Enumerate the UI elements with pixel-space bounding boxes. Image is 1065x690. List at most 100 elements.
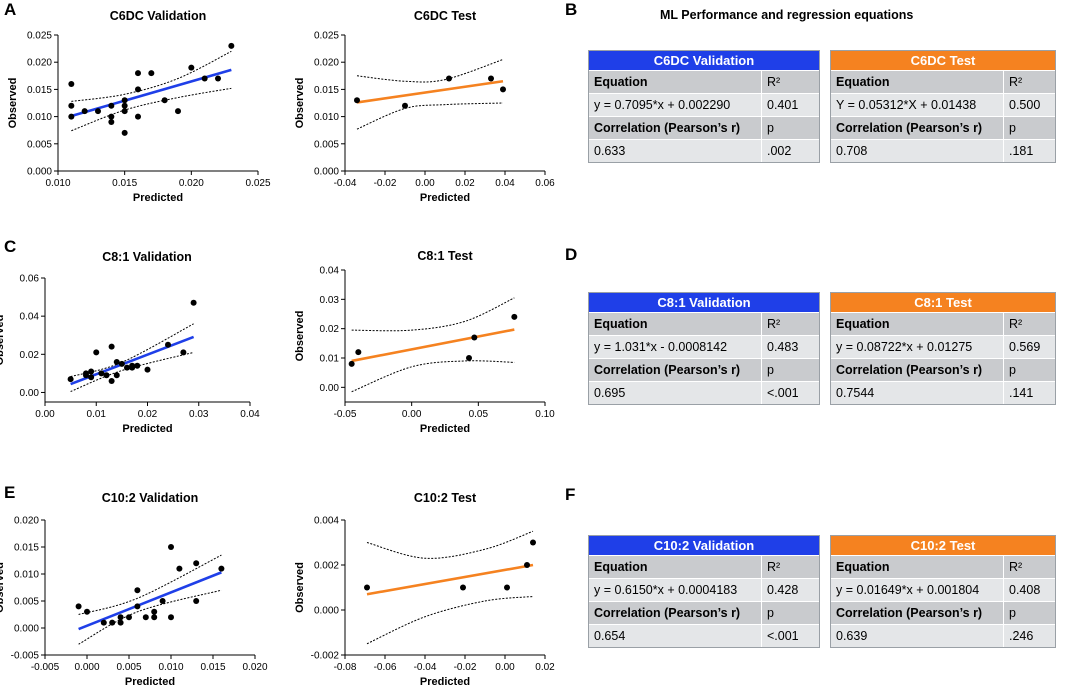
data-point: [75, 603, 82, 610]
chart-c6dc-val: C6DC Validation 0.010 0.015 0.020 0.025 0.000…: [7, 9, 271, 204]
data-point: [524, 562, 530, 568]
panel-letter-e: E: [4, 483, 16, 502]
data-point: [355, 349, 362, 356]
table-row: Correlation (Pearson’s r) p: [831, 601, 1055, 624]
equation-value: y = 0.08722*x + 0.01275: [836, 340, 973, 354]
x-axis-label: Predicted: [125, 676, 175, 688]
equation-label: Equation: [836, 560, 890, 574]
x-tick-label: 0.010: [45, 178, 70, 189]
p-label: p: [1003, 117, 1055, 139]
tables-heading: ML Performance and regression equations: [660, 8, 914, 22]
data-point: [124, 364, 130, 371]
table-row: Equation R²: [589, 312, 819, 335]
chart-c102-test: C10:2 Test -0.08 -0.06 -0.04 -0.02 0.00 0.02 -0…: [294, 491, 555, 688]
data-point: [460, 584, 466, 591]
y-tick-label: 0.00: [20, 388, 40, 399]
y-tick-label: 0.020: [314, 58, 339, 69]
table-row: 0.654 <.001: [589, 624, 819, 647]
x-tick-label: 0.020: [242, 662, 267, 673]
x-tick-label: 0.02: [455, 178, 475, 189]
p-value: .141: [1003, 382, 1055, 404]
x-tick-label: 0.00: [402, 409, 422, 420]
data-point: [193, 560, 200, 567]
x-tick-label: 0.00: [415, 178, 435, 189]
data-point: [190, 299, 197, 306]
equation-value: y = 0.7095*x + 0.002290: [594, 98, 731, 112]
table-row: Correlation (Pearson’s r) p: [589, 358, 819, 381]
correlation-value: 0.654: [594, 629, 626, 643]
data-point: [113, 358, 120, 365]
x-tick-label: 0.025: [245, 178, 270, 189]
data-point: [109, 619, 116, 626]
regression-line: [70, 68, 232, 118]
r2-value: 0.408: [1003, 579, 1055, 601]
data-point: [121, 97, 128, 104]
data-point: [159, 598, 166, 604]
p-label: p: [761, 117, 819, 139]
data-point: [446, 75, 452, 82]
data-point: [151, 614, 158, 621]
ci-lower-line: [356, 102, 504, 130]
table-row: 0.7544 .141: [831, 381, 1055, 404]
p-value: <.001: [761, 382, 819, 404]
table-header: C8:1 Validation: [589, 293, 819, 312]
table-row: 0.639 .246: [831, 624, 1055, 647]
data-point: [175, 108, 181, 115]
correlation-label: Correlation (Pearson’s r): [836, 363, 983, 377]
chart-c81-val: C8:1 Validation 0.00 0.01 0.02 0.03 0.04 0.00 0…: [0, 250, 260, 435]
y-axis-label: Observed: [294, 78, 306, 129]
table-row: y = 1.031*x - 0.0008142 0.483: [589, 335, 819, 358]
x-tick-label: 0.010: [158, 662, 183, 673]
x-tick-label: 0.04: [240, 409, 260, 420]
equation-label: Equation: [594, 317, 648, 331]
data-point: [511, 313, 518, 320]
y-tick-label: 0.025: [314, 31, 339, 42]
data-point: [364, 584, 370, 591]
table-c81-test: C8:1 Test Equation R² y = 0.08722*x + 0.012…: [830, 292, 1056, 405]
table-c81-validation: C8:1 Validation Equation R² y = 1.031*x - 0…: [588, 292, 820, 405]
table-row: Correlation (Pearson’s r) p: [589, 601, 819, 624]
x-tick-label: 0.04: [495, 178, 515, 189]
equation-label: Equation: [836, 317, 890, 331]
correlation-value: 0.639: [836, 629, 868, 643]
data-point: [193, 598, 200, 604]
table-row: 0.633 .002: [589, 139, 819, 162]
y-tick-label: 0.00: [320, 383, 340, 394]
regression-line: [356, 79, 504, 104]
ci-lower-line: [351, 360, 515, 393]
y-tick-label: 0.020: [14, 516, 39, 527]
data-point: [354, 97, 360, 104]
data-point: [83, 370, 89, 377]
ci-lower-line: [71, 87, 232, 132]
correlation-value: 0.7544: [836, 386, 875, 400]
x-tick-label: 0.015: [200, 662, 225, 673]
p-value: .181: [1003, 140, 1055, 162]
table-row: Equation R²: [589, 555, 819, 578]
correlation-value: 0.633: [594, 144, 626, 158]
x-tick-label: -0.05: [334, 409, 357, 420]
data-point: [134, 587, 141, 594]
data-point: [67, 376, 74, 383]
data-point: [121, 129, 128, 136]
x-tick-label: 0.000: [74, 662, 99, 673]
x-axis-label: Predicted: [122, 423, 172, 435]
data-point: [118, 360, 125, 367]
table-c102-validation: C10:2 Validation Equation R² y = 0.6150*x +…: [588, 535, 820, 648]
x-tick-label: 0.015: [112, 178, 137, 189]
y-tick-label: 0.01: [320, 354, 340, 365]
y-tick-label: 0.04: [320, 266, 340, 277]
table-header: C6DC Validation: [589, 51, 819, 70]
x-tick-label: 0.02: [138, 409, 158, 420]
correlation-label: Correlation (Pearson’s r): [836, 606, 983, 620]
r2-label: R²: [761, 71, 819, 93]
data-point: [176, 565, 183, 572]
table-row: y = 0.7095*x + 0.002290 0.401: [589, 93, 819, 116]
r2-label: R²: [1003, 556, 1055, 578]
y-tick-label: 0.015: [27, 85, 52, 96]
y-tick-label: 0.010: [14, 570, 39, 581]
chart-title: C8:1 Test: [417, 249, 473, 263]
table-row: Equation R²: [831, 312, 1055, 335]
y-tick-label: 0.010: [314, 112, 339, 123]
x-tick-label: -0.02: [454, 662, 477, 673]
x-tick-label: -0.005: [31, 662, 60, 673]
